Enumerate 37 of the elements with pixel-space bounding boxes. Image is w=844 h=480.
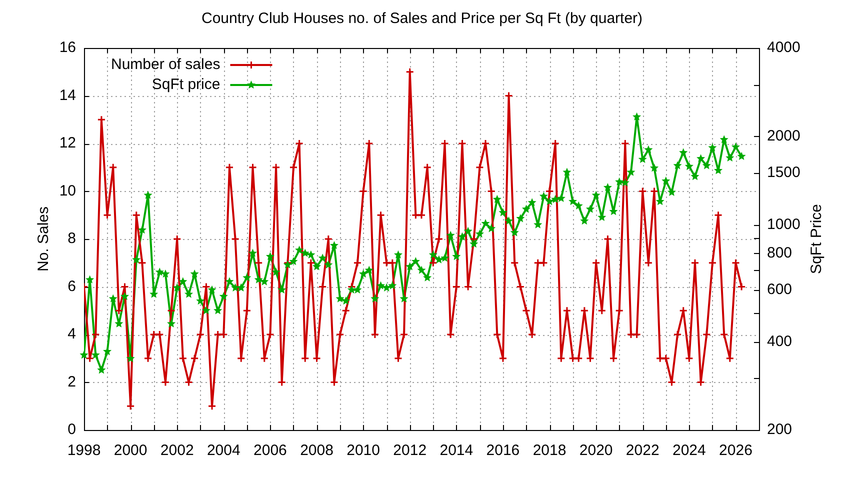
x-tick-label: 1998 xyxy=(67,442,101,460)
x-tick-label: 2014 xyxy=(440,442,474,460)
y2-tick-label: 600 xyxy=(767,281,792,298)
x-tick-label: 2000 xyxy=(114,442,148,460)
x-tick-label: 2010 xyxy=(346,442,380,460)
y2-tick-label: 2000 xyxy=(767,128,800,145)
x-tick-label: 2008 xyxy=(300,442,334,460)
x-tick-label: 2006 xyxy=(254,442,287,460)
y-tick-label: 12 xyxy=(59,134,76,152)
chart-title: Country Club Houses no. of Sales and Price per Sq Ft (by quarter) xyxy=(201,10,643,28)
x-tick-label: 2020 xyxy=(579,442,613,460)
x-tick-label: 2024 xyxy=(672,442,706,460)
y2-axis-title: SqFt Price xyxy=(808,204,826,274)
x-tick-label: 2004 xyxy=(206,442,240,460)
y-tick-label: 0 xyxy=(68,421,76,438)
y-tick-label: 6 xyxy=(68,278,76,295)
legend-label: SqFt price xyxy=(152,76,220,94)
y2-tick-label: 4000 xyxy=(767,39,800,56)
y2-tick-label: 200 xyxy=(767,421,792,438)
y-tick-label: 4 xyxy=(68,326,76,343)
y-tick-label: 8 xyxy=(68,230,76,248)
y-tick-label: 2 xyxy=(68,373,76,390)
y-tick-label: 10 xyxy=(59,182,76,200)
y2-tick-label: 1000 xyxy=(767,216,800,233)
x-tick-label: 2022 xyxy=(626,442,660,460)
x-tick-label: 2016 xyxy=(486,442,520,460)
y-axis-title: No. Sales xyxy=(35,206,52,272)
legend-label: Number of sales xyxy=(110,56,220,74)
y-tick-label: 16 xyxy=(59,39,76,56)
y-tick-label: 14 xyxy=(59,86,76,104)
y2-tick-label: 400 xyxy=(767,332,792,350)
y2-tick-label: 1500 xyxy=(767,164,800,182)
x-tick-label: 2026 xyxy=(719,442,752,460)
x-tick-label: 2018 xyxy=(532,442,566,460)
x-tick-label: 2002 xyxy=(160,442,194,460)
x-tick-label: 2012 xyxy=(393,442,427,460)
y2-tick-label: 800 xyxy=(767,244,792,262)
